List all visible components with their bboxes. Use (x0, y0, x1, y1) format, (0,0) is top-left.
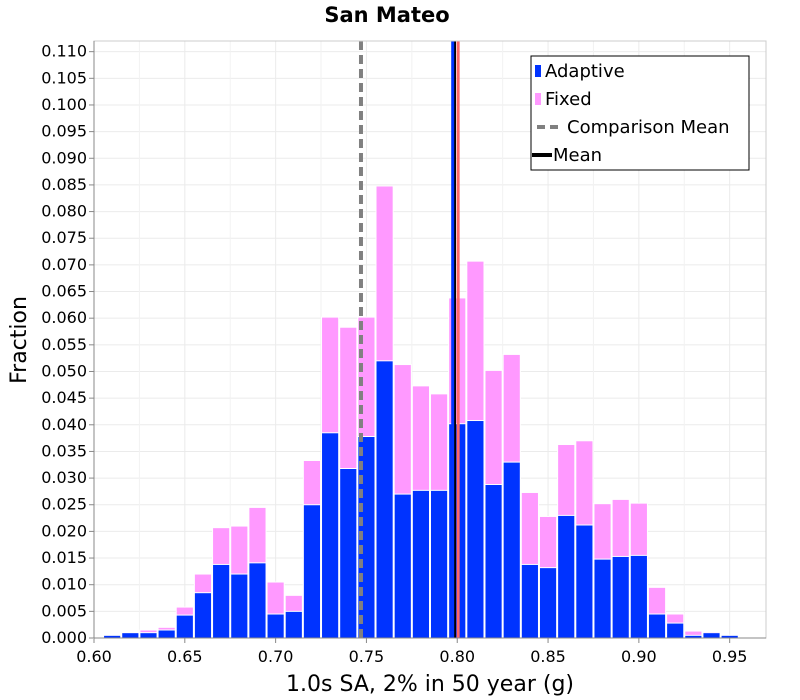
bar-adaptive (466, 420, 485, 639)
x-tick-label: 0.60 (76, 647, 112, 666)
bar-adaptive (321, 432, 340, 639)
bar-adaptive (230, 573, 249, 639)
bar-adaptive (502, 461, 521, 639)
bar-adaptive (284, 610, 303, 639)
y-tick-label: 0.000 (41, 628, 87, 647)
x-tick-label: 0.95 (712, 647, 748, 666)
y-tick-label: 0.055 (41, 335, 87, 354)
legend-label-comparison-mean: Comparison Mean (567, 117, 730, 138)
bar-adaptive (121, 632, 140, 639)
x-tick-label: 0.85 (530, 647, 566, 666)
x-tick-label: 0.65 (167, 647, 203, 666)
bar-adaptive (430, 489, 449, 639)
bar-adaptive (193, 592, 213, 639)
bar-adaptive (575, 524, 594, 639)
bar-adaptive (484, 483, 503, 639)
bar-adaptive (538, 567, 558, 639)
y-tick-label: 0.075 (41, 228, 87, 247)
y-tick-label: 0.110 (41, 42, 87, 61)
bar-adaptive (139, 632, 158, 639)
legend-label-adaptive: Adaptive (545, 61, 625, 82)
bar-adaptive (666, 622, 685, 639)
y-tick-label: 0.065 (41, 282, 87, 301)
legend-swatch-fixed (535, 93, 541, 105)
bar-adaptive (248, 562, 267, 639)
bar-adaptive (175, 614, 194, 639)
bar-adaptive (266, 613, 285, 639)
y-tick-label: 0.080 (41, 202, 87, 221)
y-tick-label: 0.040 (41, 415, 87, 434)
bar-adaptive (647, 613, 667, 639)
legend: Adaptive Fixed Comparison Mean Mean (530, 55, 750, 171)
bar-adaptive (393, 493, 412, 639)
bar-adaptive (520, 563, 539, 639)
y-tick-label: 0.015 (41, 548, 87, 567)
bar-adaptive (339, 467, 358, 639)
y-tick-label: 0.030 (41, 468, 87, 487)
bar-adaptive (411, 489, 430, 639)
y-tick-label: 0.010 (41, 575, 87, 594)
legend-swatch-adaptive (535, 65, 541, 77)
legend-label-fixed: Fixed (545, 89, 592, 110)
y-tick-label: 0.095 (41, 122, 87, 141)
y-tick-label: 0.090 (41, 148, 87, 167)
x-tick-label: 0.90 (621, 647, 657, 666)
x-axis-title: 1.0s SA, 2% in 50 year (g) (286, 672, 574, 697)
bar-adaptive (157, 629, 176, 639)
x-tick-label: 0.75 (349, 647, 385, 666)
chart-title: San Mateo (324, 3, 449, 27)
y-tick-label: 0.020 (41, 521, 87, 540)
y-tick-label: 0.005 (41, 601, 87, 620)
bar-adaptive (375, 360, 394, 639)
bar-adaptive (212, 563, 231, 639)
y-tick-label: 0.035 (41, 441, 87, 460)
y-tick-label: 0.045 (41, 388, 87, 407)
plot-area: 0.000 0.005 0.010 0.015 0.020 0.025 0.030 0.035… (41, 40, 767, 666)
bar-adaptive (557, 514, 576, 639)
bar-adaptive (593, 558, 612, 639)
y-tick-label: 0.060 (41, 308, 87, 327)
bar-adaptive (702, 632, 721, 639)
y-tick-label: 0.100 (41, 95, 87, 114)
legend-label-mean: Mean (553, 145, 602, 166)
y-tick-label: 0.070 (41, 255, 87, 274)
y-tick-label: 0.050 (41, 361, 87, 380)
y-tick-label: 0.085 (41, 175, 87, 194)
y-tick-label: 0.105 (41, 68, 87, 87)
x-tick-label: 0.80 (439, 647, 475, 666)
bar-adaptive (611, 555, 630, 639)
bar-adaptive (629, 554, 648, 639)
bar-adaptive (302, 504, 322, 639)
y-tick-label: 0.025 (41, 495, 87, 514)
x-tick-label: 0.70 (258, 647, 294, 666)
legend-box (530, 55, 750, 171)
y-axis-title: Fraction (7, 296, 32, 384)
